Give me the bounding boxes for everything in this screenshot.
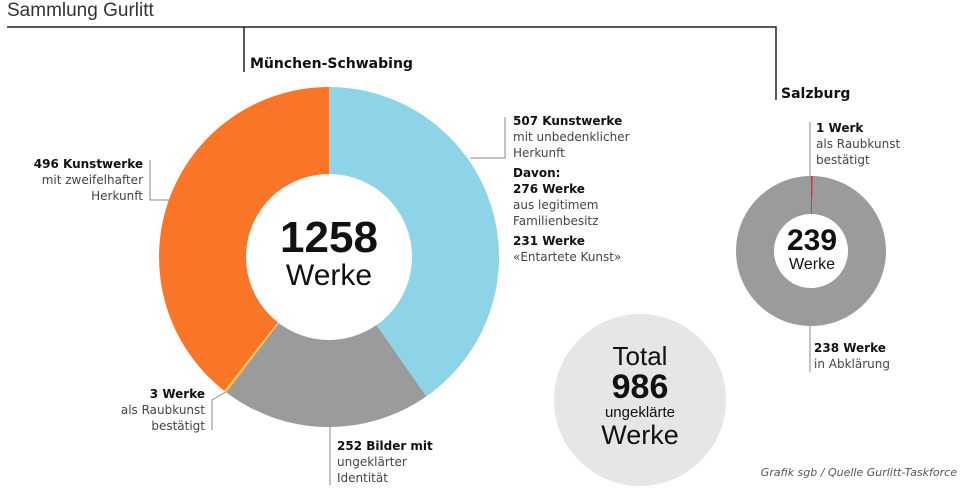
label-unbedenklich: 507 Kunstwerke mit unbedenklicher Herkunft…	[513, 114, 630, 264]
salzburg-total: 239	[786, 224, 838, 257]
total-line2: Werke	[601, 420, 679, 450]
salzburg-slice-0	[811, 176, 813, 215]
salzburg-unit: Werke	[789, 256, 835, 273]
muenchen-unit: Werke	[285, 259, 373, 292]
muenchen-slice-3	[159, 87, 329, 391]
total-label: Total 986 ungeklärte Werke	[554, 342, 726, 449]
total-word: Total	[612, 341, 668, 371]
label-raubkunst-muenchen: 3 Werke als Raubkunst bestätigt	[120, 387, 205, 433]
credit: Grafik sgb / Quelle Gurlitt-Taskforce	[760, 466, 957, 479]
salzburg-slice-1	[736, 176, 887, 326]
muenchen-total: 1258	[280, 213, 378, 262]
label-identitaet: 252 Bilder mit ungeklärter Identität	[337, 439, 433, 485]
title-rule	[7, 26, 777, 100]
salzburg-center-label: 239 Werke	[772, 226, 852, 274]
label-abklaerung: 238 Werke in Abklärung	[814, 341, 890, 371]
muenchen-center-label: 1258 Werke	[249, 216, 409, 292]
muenchen-heading: München-Schwabing	[250, 56, 413, 72]
muenchen-slice-0	[329, 87, 500, 397]
label-zweifelhaft: 496 Kunstwerke mit zweifelhafter Herkunft	[33, 157, 143, 203]
muenchen-slice-1	[226, 323, 427, 427]
total-circle	[554, 314, 726, 486]
chart-title: Sammlung Gurlitt	[7, 0, 154, 21]
salzburg-heading: Salzburg	[781, 86, 851, 102]
label-raubkunst-salzburg: 1 Werk als Raubkunst bestätigt	[816, 121, 901, 167]
muenchen-slice-2	[224, 322, 279, 393]
total-number: 986	[611, 368, 669, 406]
total-line1: ungeklärte	[604, 404, 676, 421]
